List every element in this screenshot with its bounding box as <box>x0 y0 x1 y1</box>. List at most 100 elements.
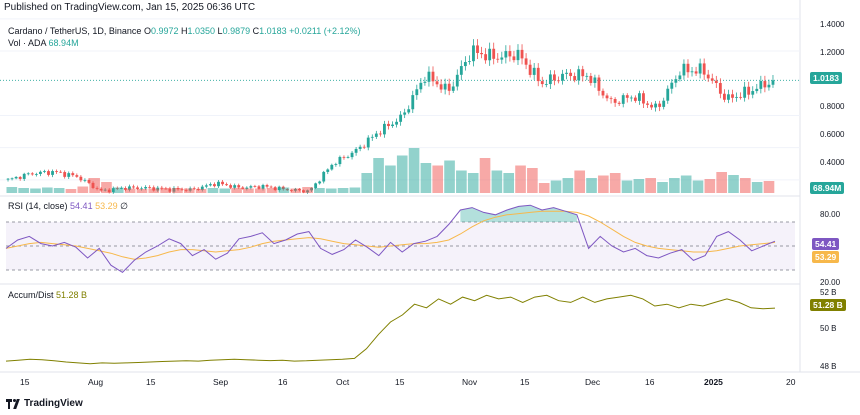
candle <box>419 82 423 90</box>
candle <box>83 179 87 181</box>
volume-bar <box>550 180 562 193</box>
low-value: 0.9879 <box>222 26 251 36</box>
candle <box>557 80 560 82</box>
candle <box>407 109 411 113</box>
rsi-ma-line <box>5 210 776 260</box>
candle <box>605 95 609 99</box>
candle <box>569 72 573 77</box>
volume-bar <box>586 178 597 193</box>
candle <box>136 187 139 189</box>
candle <box>524 58 528 65</box>
candle <box>488 48 492 61</box>
candle <box>577 69 581 81</box>
candle <box>727 94 730 100</box>
candle <box>581 69 585 77</box>
volume-bar <box>219 188 231 193</box>
volume-bar <box>728 175 739 193</box>
volume-bar <box>373 158 384 193</box>
candle <box>476 45 479 53</box>
candle <box>87 179 91 183</box>
volume-bar <box>290 188 302 193</box>
volume-bar <box>598 175 609 193</box>
candle <box>411 95 415 110</box>
candle <box>589 75 593 83</box>
candle <box>249 186 253 188</box>
rsi-band-fill <box>6 222 795 270</box>
candle <box>722 93 726 100</box>
volume-value: 68.94M <box>48 38 79 48</box>
candle <box>132 186 135 188</box>
candle <box>504 51 508 58</box>
candle <box>670 82 674 89</box>
ad-legend: Accum/Dist 51.28 B <box>8 290 87 300</box>
time-axis-tick: 16 <box>645 377 655 387</box>
volume-bar <box>148 188 160 193</box>
high-label: H <box>181 26 188 36</box>
candle <box>613 99 617 103</box>
volume-bar <box>325 188 337 193</box>
time-axis-tick: Dec <box>585 377 601 387</box>
candle <box>633 97 637 101</box>
volume-bar <box>704 179 716 193</box>
volume-label[interactable]: Vol · ADA <box>8 38 47 48</box>
volume-bar <box>503 173 515 193</box>
candle <box>391 124 394 127</box>
symbol-title[interactable]: Cardano / TetherUS, 1D, Binance <box>8 26 142 36</box>
candle <box>26 173 30 175</box>
tradingview-footer[interactable]: TradingView <box>6 398 83 409</box>
candle <box>51 171 54 175</box>
candle <box>650 104 653 108</box>
candle <box>674 79 678 83</box>
rsi-axis-tick: 80.00 <box>820 210 841 219</box>
candle <box>472 45 475 62</box>
candle <box>318 181 322 184</box>
rsi-label[interactable]: RSI (14, close) <box>8 201 68 211</box>
tradingview-logo-icon <box>6 398 20 409</box>
tradingview-brand: TradingView <box>24 398 83 409</box>
candle <box>528 64 532 75</box>
candle <box>642 93 645 104</box>
ad-label[interactable]: Accum/Dist <box>8 290 54 300</box>
candle <box>747 86 751 95</box>
candle <box>43 171 46 172</box>
volume-bar <box>302 187 313 193</box>
volume-bar <box>645 178 656 193</box>
volume-bar <box>183 188 195 193</box>
candle <box>484 54 488 61</box>
candle <box>257 186 261 189</box>
volume-series <box>6 148 775 193</box>
volume-bar <box>491 170 503 193</box>
candle <box>690 71 694 73</box>
volume-bar <box>160 188 171 193</box>
candle <box>654 103 658 108</box>
volume-bar <box>527 168 538 193</box>
volume-bar <box>408 148 420 193</box>
volume-bar <box>716 172 727 193</box>
volume-bar <box>30 188 41 193</box>
volume-bar <box>669 178 680 193</box>
candle <box>520 49 524 59</box>
high-value: 1.0350 <box>187 26 216 36</box>
candle <box>71 173 75 176</box>
rsi-pane <box>5 204 795 274</box>
candle <box>213 184 216 187</box>
ad-value: 51.28 B <box>56 290 88 300</box>
candle <box>759 81 763 89</box>
volume-bar <box>172 188 183 193</box>
volume-bar <box>231 188 242 193</box>
candle <box>767 84 771 88</box>
volume-bar <box>53 188 65 193</box>
volume-bar <box>562 178 574 193</box>
volume-bar <box>538 183 550 193</box>
candle <box>403 112 407 115</box>
candle <box>629 97 633 99</box>
candle <box>718 83 722 94</box>
candle <box>374 133 378 137</box>
ad-pane <box>5 294 776 365</box>
candle <box>698 63 702 74</box>
candle <box>682 63 686 76</box>
candle <box>597 77 601 91</box>
published-caption: Published on TradingView.com, Jan 15, 20… <box>4 2 256 13</box>
price-axis-tick: 0.4000 <box>820 158 845 167</box>
